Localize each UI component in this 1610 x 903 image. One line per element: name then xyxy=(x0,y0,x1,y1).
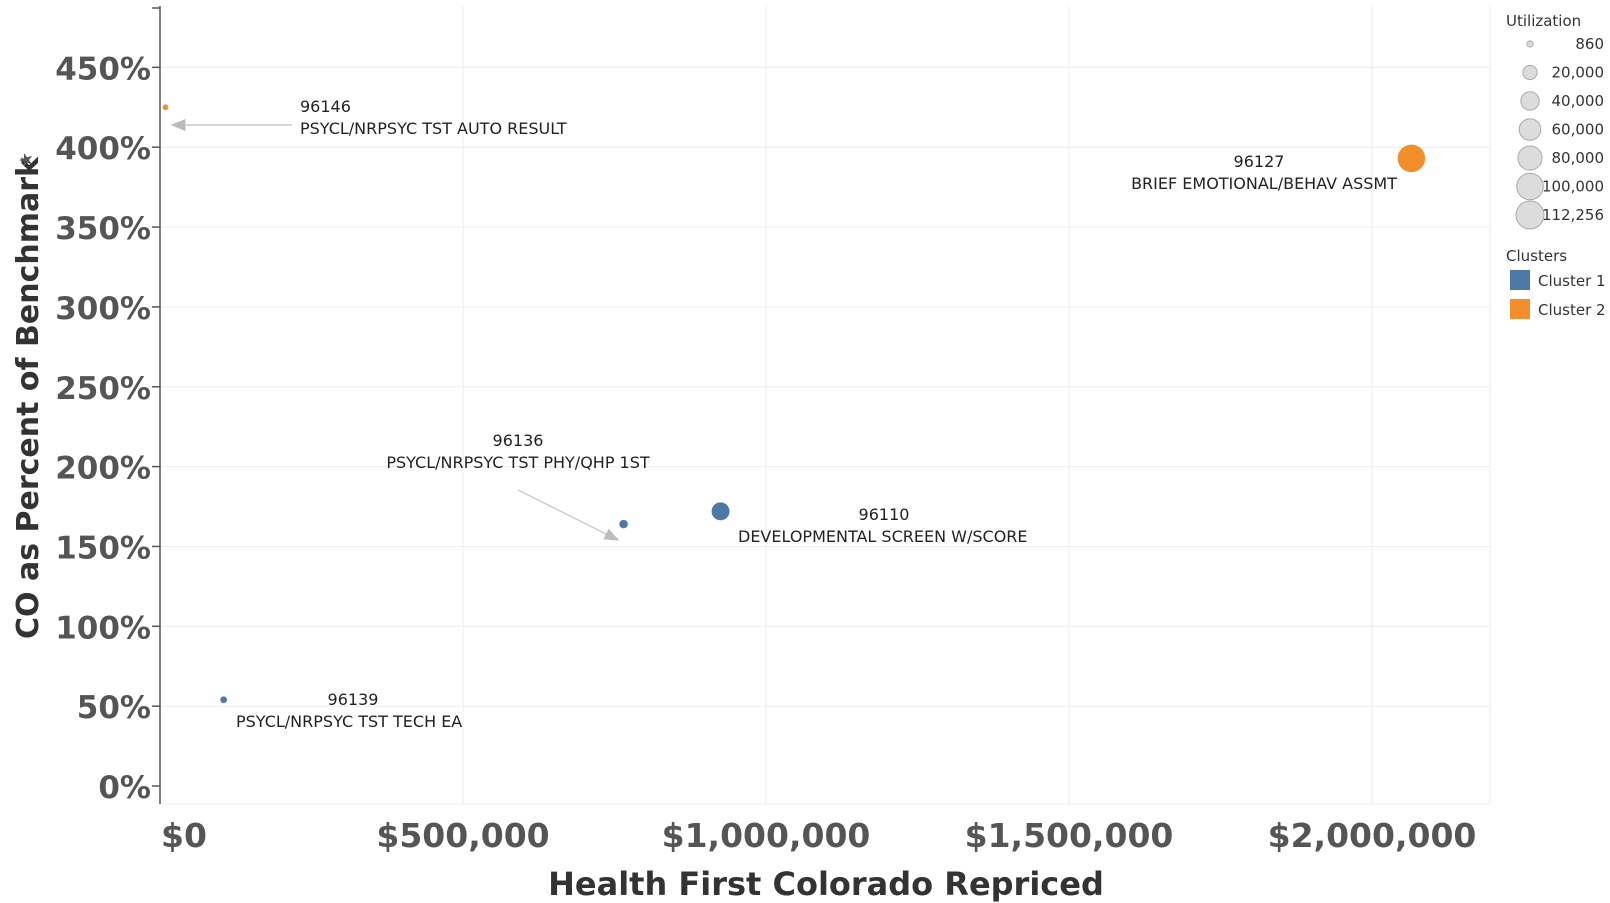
legend-size-label: 112,256 xyxy=(1542,206,1604,224)
y-tick-label: 450% xyxy=(55,51,151,87)
y-tick-label: 50% xyxy=(77,690,151,726)
annotation-description: PSYCL/NRPSYC TST TECH EA xyxy=(236,712,462,731)
x-tick-label: $500,000 xyxy=(376,816,549,855)
y-tick-label: 300% xyxy=(55,291,151,327)
x-axis-title: Health First Colorado Repriced xyxy=(548,865,1104,903)
legend-color-label: Cluster 2 xyxy=(1538,301,1606,319)
legend-size-label: 100,000 xyxy=(1542,178,1604,196)
legend-size-label: 860 xyxy=(1575,35,1604,53)
axes xyxy=(152,6,161,804)
legend-size-swatch xyxy=(1515,200,1545,230)
legend-color-title: Clusters xyxy=(1506,247,1567,265)
annotation-description: PSYCL/NRPSYC TST AUTO RESULT xyxy=(300,119,567,138)
x-tick-label: $0 xyxy=(161,816,207,855)
data-point-96136 xyxy=(618,519,629,529)
y-tick-label: 100% xyxy=(55,610,151,646)
data-point-96127 xyxy=(1397,144,1426,173)
data-point-96139 xyxy=(219,695,228,704)
y-axis-title: CO as Percent of Benchmark xyxy=(11,156,46,639)
annotation-description: DEVELOPMENTAL SCREEN W/SCORE xyxy=(738,527,1028,546)
x-tick-label: $1,000,000 xyxy=(662,816,871,855)
legend-color-label: Cluster 1 xyxy=(1538,272,1606,290)
y-tick-label: 200% xyxy=(55,451,151,487)
pin-icon[interactable]: ★ xyxy=(16,152,37,168)
data-points xyxy=(162,103,1426,704)
grid xyxy=(160,6,1491,805)
y-tick-label: 400% xyxy=(55,131,151,167)
legend-size-label: 60,000 xyxy=(1552,121,1605,139)
legend-size-swatch xyxy=(1522,64,1538,81)
legend-size-swatch xyxy=(1516,172,1544,201)
y-tick-label: 0% xyxy=(98,770,151,806)
annotation-code: 96110 xyxy=(859,505,910,524)
x-axis-ticks: $0 $500,000 $1,000,000 $1,500,000 $2,000,000 xyxy=(161,816,1476,855)
legend: Utilization Clusters 860 20,000 40,000 60,0… xyxy=(1506,12,1606,319)
y-tick-label: 150% xyxy=(55,530,151,566)
y-tick-label: 250% xyxy=(55,371,151,407)
annotation-code: 96127 xyxy=(1234,152,1285,171)
annotations: 96146 PSYCL/NRPSYC TST AUTO RESULT 96127 BR… xyxy=(170,97,1397,731)
data-point-96110 xyxy=(711,501,730,521)
legend-color-swatch xyxy=(1510,299,1530,319)
legend-size-label: 20,000 xyxy=(1552,64,1605,82)
x-tick-label: $1,500,000 xyxy=(965,816,1174,855)
legend-size-label: 40,000 xyxy=(1552,92,1605,110)
legend-size-swatch xyxy=(1517,145,1543,171)
legend-size-title: Utilization xyxy=(1506,12,1581,30)
y-tick-label: 500% xyxy=(55,0,151,8)
legend-size-label: 80,000 xyxy=(1552,149,1605,167)
annotation-description: PSYCL/NRPSYC TST PHY/QHP 1ST xyxy=(386,453,650,472)
annotation-code: 96136 xyxy=(493,431,544,450)
y-tick-label: 350% xyxy=(55,211,151,247)
data-point-96146 xyxy=(162,103,169,111)
y-axis-ticks: 0% 50% 100% 150% 200% 250% 300% 350% 400% 450% 500… xyxy=(55,0,151,806)
legend-color-swatch xyxy=(1510,270,1530,290)
annotation-arrow xyxy=(517,489,620,541)
x-tick-label: $2,000,000 xyxy=(1268,816,1477,855)
annotation-description: BRIEF EMOTIONAL/BEHAV ASSMT xyxy=(1131,174,1397,193)
annotation-code: 96139 xyxy=(328,690,379,709)
legend-size-swatch xyxy=(1520,91,1540,111)
legend-size-swatch xyxy=(1518,118,1542,141)
legend-size-swatch xyxy=(1526,40,1534,48)
annotation-code: 96146 xyxy=(300,97,351,116)
